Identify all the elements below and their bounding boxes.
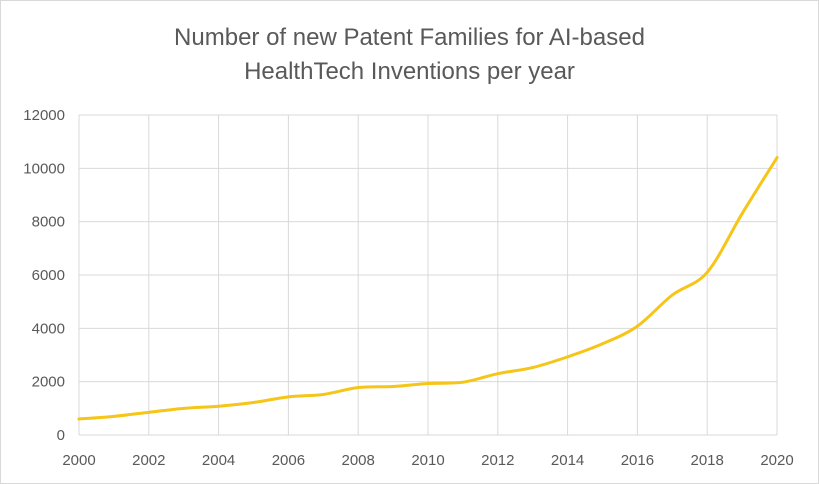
y-tick-label: 2000 <box>32 374 65 391</box>
x-tick-label: 2002 <box>132 452 165 469</box>
data-point <box>391 384 395 388</box>
data-point <box>356 386 360 390</box>
x-tick-label: 2012 <box>481 452 514 469</box>
data-point <box>775 156 779 160</box>
y-tick-label: 12000 <box>23 107 65 124</box>
data-point <box>705 270 709 274</box>
y-tick-label: 6000 <box>32 267 65 284</box>
data-point <box>147 410 151 414</box>
data-point <box>182 406 186 410</box>
data-point <box>77 417 81 421</box>
x-tick-label: 2000 <box>62 452 95 469</box>
x-tick-label: 2020 <box>760 452 793 469</box>
data-point <box>601 342 604 346</box>
horizontal-gridlines <box>79 114 777 436</box>
data-point <box>461 380 465 384</box>
y-axis-tick-labels: 0 2000 4000 6000 8000 10000 12000 <box>23 107 65 444</box>
data-point <box>321 392 325 396</box>
x-tick-label: 2016 <box>621 452 654 469</box>
data-point <box>112 414 116 418</box>
x-tick-label: 2006 <box>272 452 305 469</box>
x-tick-label: 2008 <box>342 452 375 469</box>
x-tick-label: 2018 <box>691 452 724 469</box>
y-tick-label: 4000 <box>32 320 65 337</box>
data-point <box>426 382 430 386</box>
data-point <box>286 395 290 399</box>
data-point <box>252 400 255 404</box>
data-point <box>670 293 674 297</box>
data-point <box>566 355 570 359</box>
x-tick-label: 2010 <box>411 452 444 469</box>
y-tick-label: 10000 <box>23 160 65 177</box>
x-axis-tick-labels: 2000 2002 2004 2006 2008 2010 2012 2014 2016 2018… <box>62 452 793 469</box>
data-point <box>531 366 535 370</box>
x-tick-label: 2004 <box>202 452 235 469</box>
series-layer <box>77 156 779 421</box>
x-tick-label: 2014 <box>551 452 584 469</box>
data-point <box>635 324 639 328</box>
data-point <box>740 212 744 216</box>
data-point <box>496 372 500 376</box>
y-tick-label: 8000 <box>32 214 65 231</box>
chart-title-line-1: Number of new Patent Families for AI-bas… <box>174 24 645 51</box>
data-point <box>217 404 221 408</box>
y-tick-label: 0 <box>57 427 65 444</box>
chart-title: Number of new Patent Families for AI-bas… <box>1 21 818 89</box>
chart-title-line-2: HealthTech Inventions per year <box>244 58 575 85</box>
